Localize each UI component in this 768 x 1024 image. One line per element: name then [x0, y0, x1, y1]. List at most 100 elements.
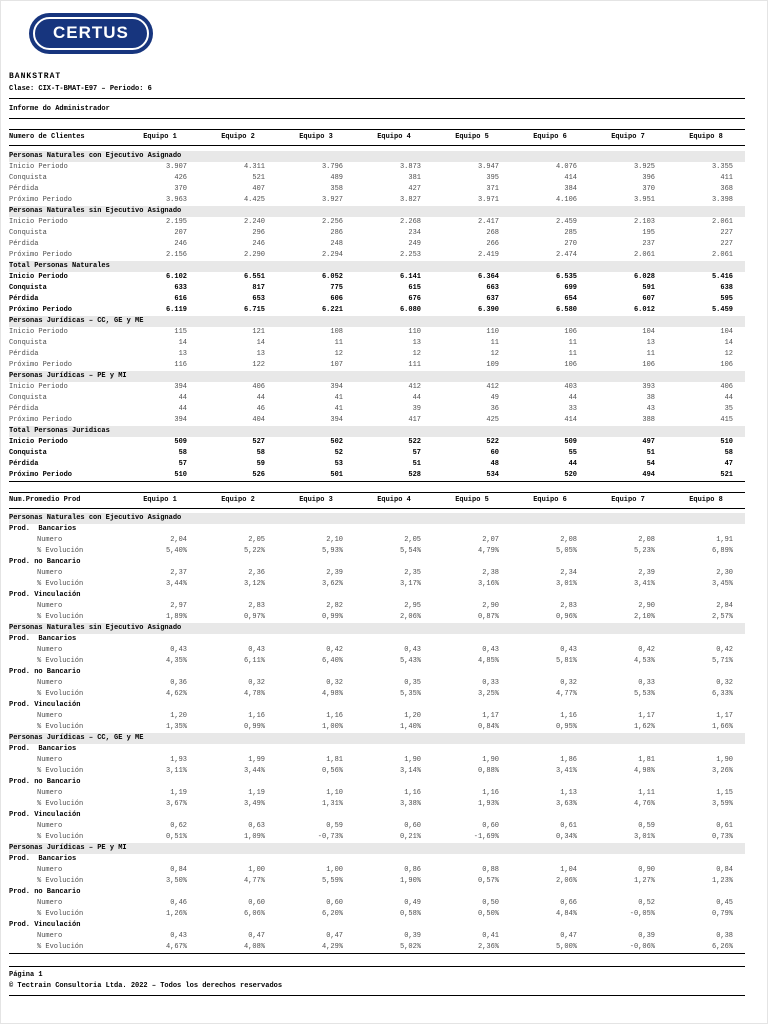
- cell-value: 1,15: [716, 789, 733, 797]
- data-row: Numero 1,19 1,19 1,10 1,16 1,16 1,13 1,11 1,15: [9, 788, 745, 799]
- cell-value: 0,84: [170, 866, 187, 874]
- cell-value: 394: [330, 415, 343, 424]
- row-label: Inicio Periodo: [9, 272, 68, 281]
- row-label: Próximo Periodo: [9, 470, 73, 479]
- data-row: Inicio Periodo 509 527 502 522 522 509 497 510: [9, 437, 745, 448]
- cell-value: 59: [256, 459, 265, 468]
- cell-value: 237: [642, 239, 655, 248]
- data-row: Próximo Periodo 3.963 4.425 3.927 3.827 3.971…: [9, 195, 745, 206]
- cell-value: 0,43: [482, 646, 499, 654]
- cell-value: 6.052: [321, 272, 343, 281]
- cell-value: 0,45: [716, 899, 733, 907]
- column-header: Equipo 7: [589, 129, 667, 146]
- row-label: Personas Jurídicas – CC, GE y ME: [9, 733, 745, 744]
- cell-value: 11: [490, 338, 499, 347]
- cell-value: 412: [486, 382, 499, 391]
- cell-value: 2.459: [555, 217, 577, 226]
- cell-value: 2,06%: [555, 877, 577, 885]
- cell-value: 3,45%: [711, 580, 733, 588]
- cell-value: 415: [720, 415, 733, 424]
- column-header: Equipo 1: [121, 491, 199, 509]
- row-label: Conquista: [9, 448, 47, 457]
- cell-value: 1,19: [248, 789, 265, 797]
- cell-value: 1,86: [560, 756, 577, 764]
- cell-value: 0,62: [170, 822, 187, 830]
- cell-value: 54: [646, 459, 655, 468]
- cell-value: 0,97%: [243, 613, 265, 621]
- cell-value: 4,76%: [633, 800, 655, 808]
- cell-value: 106: [720, 360, 733, 369]
- cell-value: 2,05: [248, 536, 265, 544]
- row-label: Pérdida: [9, 239, 39, 248]
- cell-value: 2.294: [321, 250, 343, 259]
- row-label: Personas Naturales sin Ejecutivo Asignad…: [9, 205, 745, 217]
- cell-value: 5,02%: [399, 943, 421, 951]
- cell-value: 6,26%: [711, 943, 733, 951]
- certus-logo: CERTUS: [29, 13, 153, 54]
- cell-value: 49: [490, 393, 499, 402]
- column-header: Equipo 4: [355, 491, 433, 509]
- data-row: Pérdida 370 407 358 427 371 384 370 368: [9, 184, 745, 195]
- cell-value: 0,42: [326, 646, 343, 654]
- group-header-row: Prod. no Bancario: [9, 557, 745, 568]
- cell-value: 4,77%: [243, 877, 265, 885]
- cell-value: 1,00: [326, 866, 343, 874]
- row-label: Personas Jurídicas – PE y MI: [9, 370, 745, 382]
- cell-value: 227: [720, 228, 733, 237]
- row-label: Inicio Periodo: [9, 327, 68, 336]
- data-row: Conquista 44 44 41 44 49 44 38 44: [9, 393, 745, 404]
- table-header: Numero de Clientes Equipo 1 Equipo 2 Equipo…: [9, 129, 745, 146]
- cell-value: 1,62%: [633, 723, 655, 731]
- cell-value: 6.141: [399, 272, 421, 281]
- cell-value: 0,43: [170, 646, 187, 654]
- row-label: % Evolución: [37, 877, 84, 885]
- data-row: % Evolución 3,11% 3,44% 0,56% 3,14% 0,88% 3,41…: [9, 766, 745, 777]
- cell-value: 394: [174, 382, 187, 391]
- cell-value: 5,43%: [399, 657, 421, 665]
- cell-value: 522: [486, 437, 499, 446]
- cell-value: 1,17: [638, 712, 655, 720]
- cell-value: -1,69%: [473, 833, 499, 841]
- cell-value: 1,16: [326, 712, 343, 720]
- cell-value: 510: [174, 470, 187, 479]
- cell-value: 3,41%: [555, 767, 577, 775]
- cell-value: 48: [490, 459, 499, 468]
- cell-value: 3.907: [165, 162, 187, 171]
- cell-value: 104: [642, 327, 655, 336]
- cell-value: 111: [408, 360, 421, 369]
- row-label: % Evolución: [37, 690, 84, 698]
- promedio-prod-table: Num.Promedio Prod Equipo 1 Equipo 2 Equipo …: [9, 491, 745, 954]
- data-row: Numero 2,04 2,05 2,10 2,05 2,07 2,08 2,08 1,91: [9, 535, 745, 546]
- row-label: Conquista: [9, 283, 47, 292]
- data-row: Conquista 58 58 52 57 60 55 51 58: [9, 448, 745, 459]
- cell-value: -0,06%: [629, 943, 655, 951]
- cell-value: 2.061: [711, 250, 733, 259]
- cell-value: 3.873: [399, 162, 421, 171]
- cell-value: 6.221: [321, 305, 343, 314]
- cell-value: 2,90: [638, 602, 655, 610]
- cell-value: 699: [564, 283, 577, 292]
- cell-value: 3.963: [165, 195, 187, 204]
- cell-value: 0,60: [482, 822, 499, 830]
- data-row: % Evolución 4,62% 4,78% 4,98% 5,35% 3,25% 4,77…: [9, 689, 745, 700]
- cell-value: 6,33%: [711, 690, 733, 698]
- data-row: Inicio Periodo 3.907 4.311 3.796 3.873 3.947 4…: [9, 162, 745, 173]
- cell-value: 1,09%: [243, 833, 265, 841]
- cell-value: 0,58%: [399, 910, 421, 918]
- cell-value: 1,35%: [165, 723, 187, 731]
- data-row: Próximo Periodo 510 526 501 528 534 520 494 521: [9, 470, 745, 482]
- cell-value: 104: [720, 327, 733, 336]
- row-label: Numero: [37, 536, 63, 544]
- cell-value: -0,73%: [317, 833, 343, 841]
- cell-value: 3.355: [711, 162, 733, 171]
- section-header-row: Personas Naturales sin Ejecutivo Asignad…: [9, 623, 745, 634]
- cell-value: 526: [252, 470, 265, 479]
- cell-value: 2,08: [638, 536, 655, 544]
- cell-value: 5,23%: [633, 547, 655, 555]
- cell-value: 654: [564, 294, 577, 303]
- cell-value: 509: [564, 437, 577, 446]
- divider: [9, 966, 745, 967]
- cell-value: 3,14%: [399, 767, 421, 775]
- cell-value: 595: [720, 294, 733, 303]
